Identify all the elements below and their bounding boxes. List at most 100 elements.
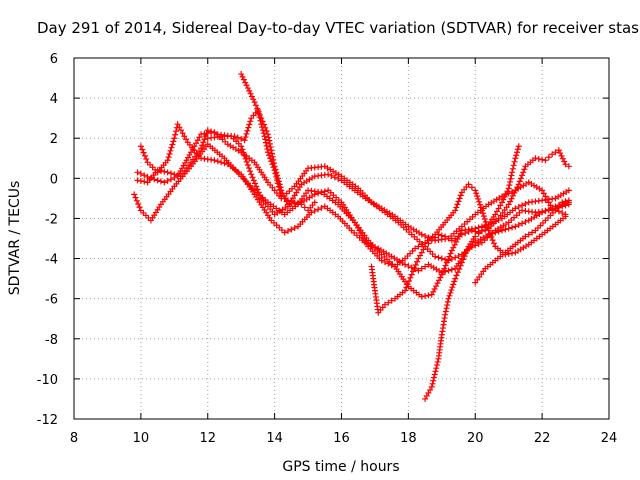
data-point-interp <box>500 196 507 203</box>
data-point-interp <box>489 237 496 244</box>
data-point-interp <box>264 146 271 153</box>
data-point-interp <box>509 250 516 257</box>
data-point-interp <box>513 152 520 159</box>
y-tick-label: -8 <box>45 333 58 348</box>
data-point-interp <box>501 193 508 200</box>
data-point-interp <box>418 241 425 248</box>
data-point <box>415 267 422 274</box>
data-point <box>264 149 271 156</box>
x-tick-label: 16 <box>333 431 350 446</box>
data-point-interp <box>136 204 143 211</box>
data-point-interp <box>368 242 375 249</box>
data-point-interp <box>143 156 150 163</box>
data-point <box>478 207 485 214</box>
data-point-interp <box>448 287 455 294</box>
data-point-interp <box>254 186 261 193</box>
data-point-interp <box>407 274 414 281</box>
data-point <box>515 181 522 188</box>
data-point-interp <box>425 389 432 396</box>
data-point <box>512 155 519 162</box>
data-point-interp <box>559 155 566 162</box>
data-point <box>298 201 305 208</box>
data-point-interp <box>508 172 515 179</box>
data-point-interp <box>539 156 546 163</box>
data-point <box>505 185 512 192</box>
data-point <box>154 167 161 174</box>
axis-ticks <box>73 57 610 420</box>
data-point-interp <box>242 79 249 86</box>
data-point-interp <box>445 267 452 274</box>
data-point-interp <box>448 256 455 263</box>
series-track-8 <box>422 143 522 402</box>
data-point-interp <box>200 139 207 146</box>
data-point-interp <box>486 230 493 237</box>
data-point-interp <box>555 208 562 215</box>
y-tick-label: 4 <box>50 92 58 107</box>
data-point-interp <box>431 374 438 381</box>
plot-frame <box>73 57 610 420</box>
data-point-interp <box>519 220 526 227</box>
data-point-interp <box>472 242 479 249</box>
data-point-interp <box>425 292 432 299</box>
data-point <box>442 311 449 318</box>
data-point-interp <box>493 208 500 215</box>
data-point <box>248 171 255 178</box>
data-point-interp <box>448 266 455 273</box>
data-point-interp <box>495 205 502 212</box>
data-point-interp <box>482 224 489 231</box>
data-point-interp <box>245 124 252 131</box>
data-point-interp <box>311 207 318 214</box>
data-point-interp <box>525 231 532 238</box>
data-point-interp <box>562 198 569 205</box>
data-point-interp <box>244 127 251 134</box>
data-point <box>448 247 455 254</box>
data-point-interp <box>479 210 486 217</box>
data-point-interp <box>167 147 174 154</box>
data-point-interp <box>167 176 174 183</box>
data-point-interp <box>455 253 462 260</box>
data-point-interp <box>179 130 186 137</box>
data-point <box>549 205 556 212</box>
data-point <box>261 133 268 140</box>
data-point <box>428 291 435 298</box>
data-point-interp <box>464 246 471 253</box>
data-point <box>308 209 315 216</box>
data-point-interp <box>405 263 412 270</box>
data-point-interp <box>276 186 283 193</box>
data-point-interp <box>427 386 434 393</box>
data-point <box>271 167 278 174</box>
data-point-interp <box>244 161 251 168</box>
data-point-interp <box>135 201 142 208</box>
data-point-interp <box>208 128 215 135</box>
data-point-interp <box>545 154 552 161</box>
plot-points <box>131 71 572 402</box>
data-point-interp <box>385 299 392 306</box>
data-point-interp <box>442 256 449 263</box>
data-point-interp <box>137 178 144 185</box>
data-point <box>465 181 472 188</box>
data-point <box>448 237 455 244</box>
data-point-interp <box>517 175 524 182</box>
data-point-interp <box>406 278 413 285</box>
data-point-interp <box>521 166 528 173</box>
data-point-interp <box>281 195 288 202</box>
data-point-interp <box>371 244 378 251</box>
data-point-interp <box>411 265 418 272</box>
data-point <box>562 213 569 220</box>
data-point-interp <box>450 244 457 251</box>
data-point-interp <box>243 82 250 89</box>
data-point-interp <box>132 194 139 201</box>
data-point-interp <box>441 265 448 272</box>
data-point <box>238 143 245 150</box>
data-point-interp <box>497 202 504 209</box>
data-point-interp <box>266 140 273 147</box>
data-point <box>204 127 211 134</box>
data-point-interp <box>157 167 164 174</box>
data-point-interp <box>522 218 529 225</box>
data-point-interp <box>457 192 464 199</box>
data-point-interp <box>260 130 267 137</box>
data-point <box>539 187 546 194</box>
data-point-interp <box>452 235 459 242</box>
data-point <box>264 131 271 138</box>
data-point <box>478 227 485 234</box>
